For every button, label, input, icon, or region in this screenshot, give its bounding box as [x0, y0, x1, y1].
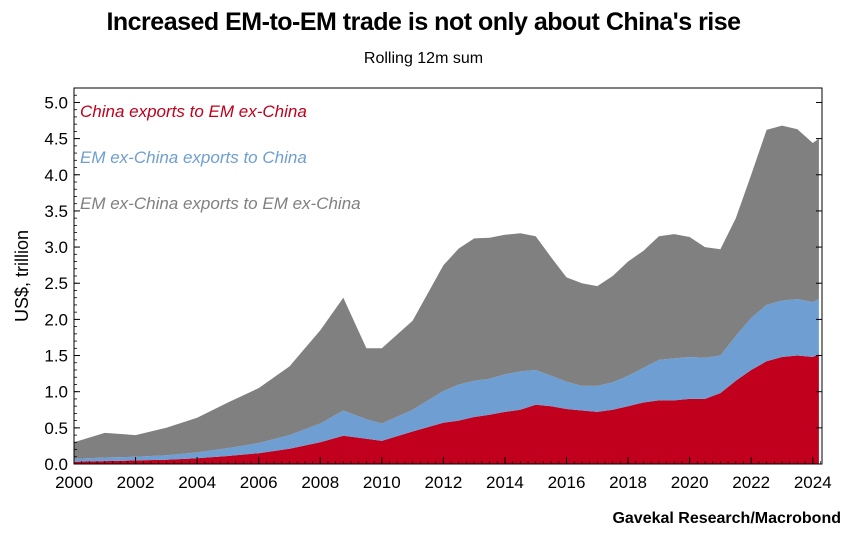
legend-entry-2: EM ex-China exports to China: [80, 148, 307, 167]
y-tick-label: 2.0: [44, 310, 68, 329]
x-tick-label: 2000: [55, 473, 93, 492]
legend-entry-3: EM ex-China exports to EM ex-China: [80, 194, 361, 213]
x-tick-label: 2006: [240, 473, 278, 492]
axes: 0.0 0.5 1.0 1.5 2.0 2.5 3.0 3.5 4.0 4.5 5.0 2000 200…: [12, 87, 832, 492]
x-tick-label: 2016: [548, 473, 586, 492]
y-tick-label: 5.0: [44, 93, 68, 112]
chart-subtitle: Rolling 12m sum: [363, 50, 484, 67]
x-tick-label: 2010: [363, 473, 401, 492]
y-tick-label: 2.5: [44, 274, 68, 293]
x-tick-label: 2012: [424, 473, 462, 492]
y-tick-label: 4.5: [44, 130, 68, 149]
x-tick-label: 2020: [671, 473, 709, 492]
y-tick-label: 0.5: [44, 419, 68, 438]
x-tick-label: 2002: [117, 473, 155, 492]
y-tick-label: 1.5: [44, 347, 68, 366]
x-tick-label: 2024: [794, 473, 832, 492]
y-tick-label: 3.5: [44, 202, 68, 221]
legend: China exports to EM ex-China EM ex-China …: [80, 102, 361, 213]
x-tick-label: 2018: [609, 473, 647, 492]
x-tick-label: 2014: [486, 473, 524, 492]
x-tick-label: 2022: [732, 473, 770, 492]
area-series-3: [74, 125, 819, 459]
y-axis-label: US$, trillion: [12, 230, 32, 322]
y-tick-label: 3.0: [44, 238, 68, 257]
area-series-2: [74, 299, 819, 462]
area-layers: [74, 125, 819, 464]
x-tick-label: 2004: [178, 473, 216, 492]
y-tick-label: 1.0: [44, 383, 68, 402]
y-tick-label: 0.0: [44, 455, 68, 474]
y-tick-label: 4.0: [44, 166, 68, 185]
chart-source: Gavekal Research/Macrobond: [612, 510, 841, 527]
x-tick-label: 2008: [301, 473, 339, 492]
chart-title: Increased EM-to-EM trade is not only abo…: [106, 8, 741, 36]
legend-entry-1: China exports to EM ex-China: [80, 102, 307, 121]
area-series-1: [74, 354, 819, 464]
